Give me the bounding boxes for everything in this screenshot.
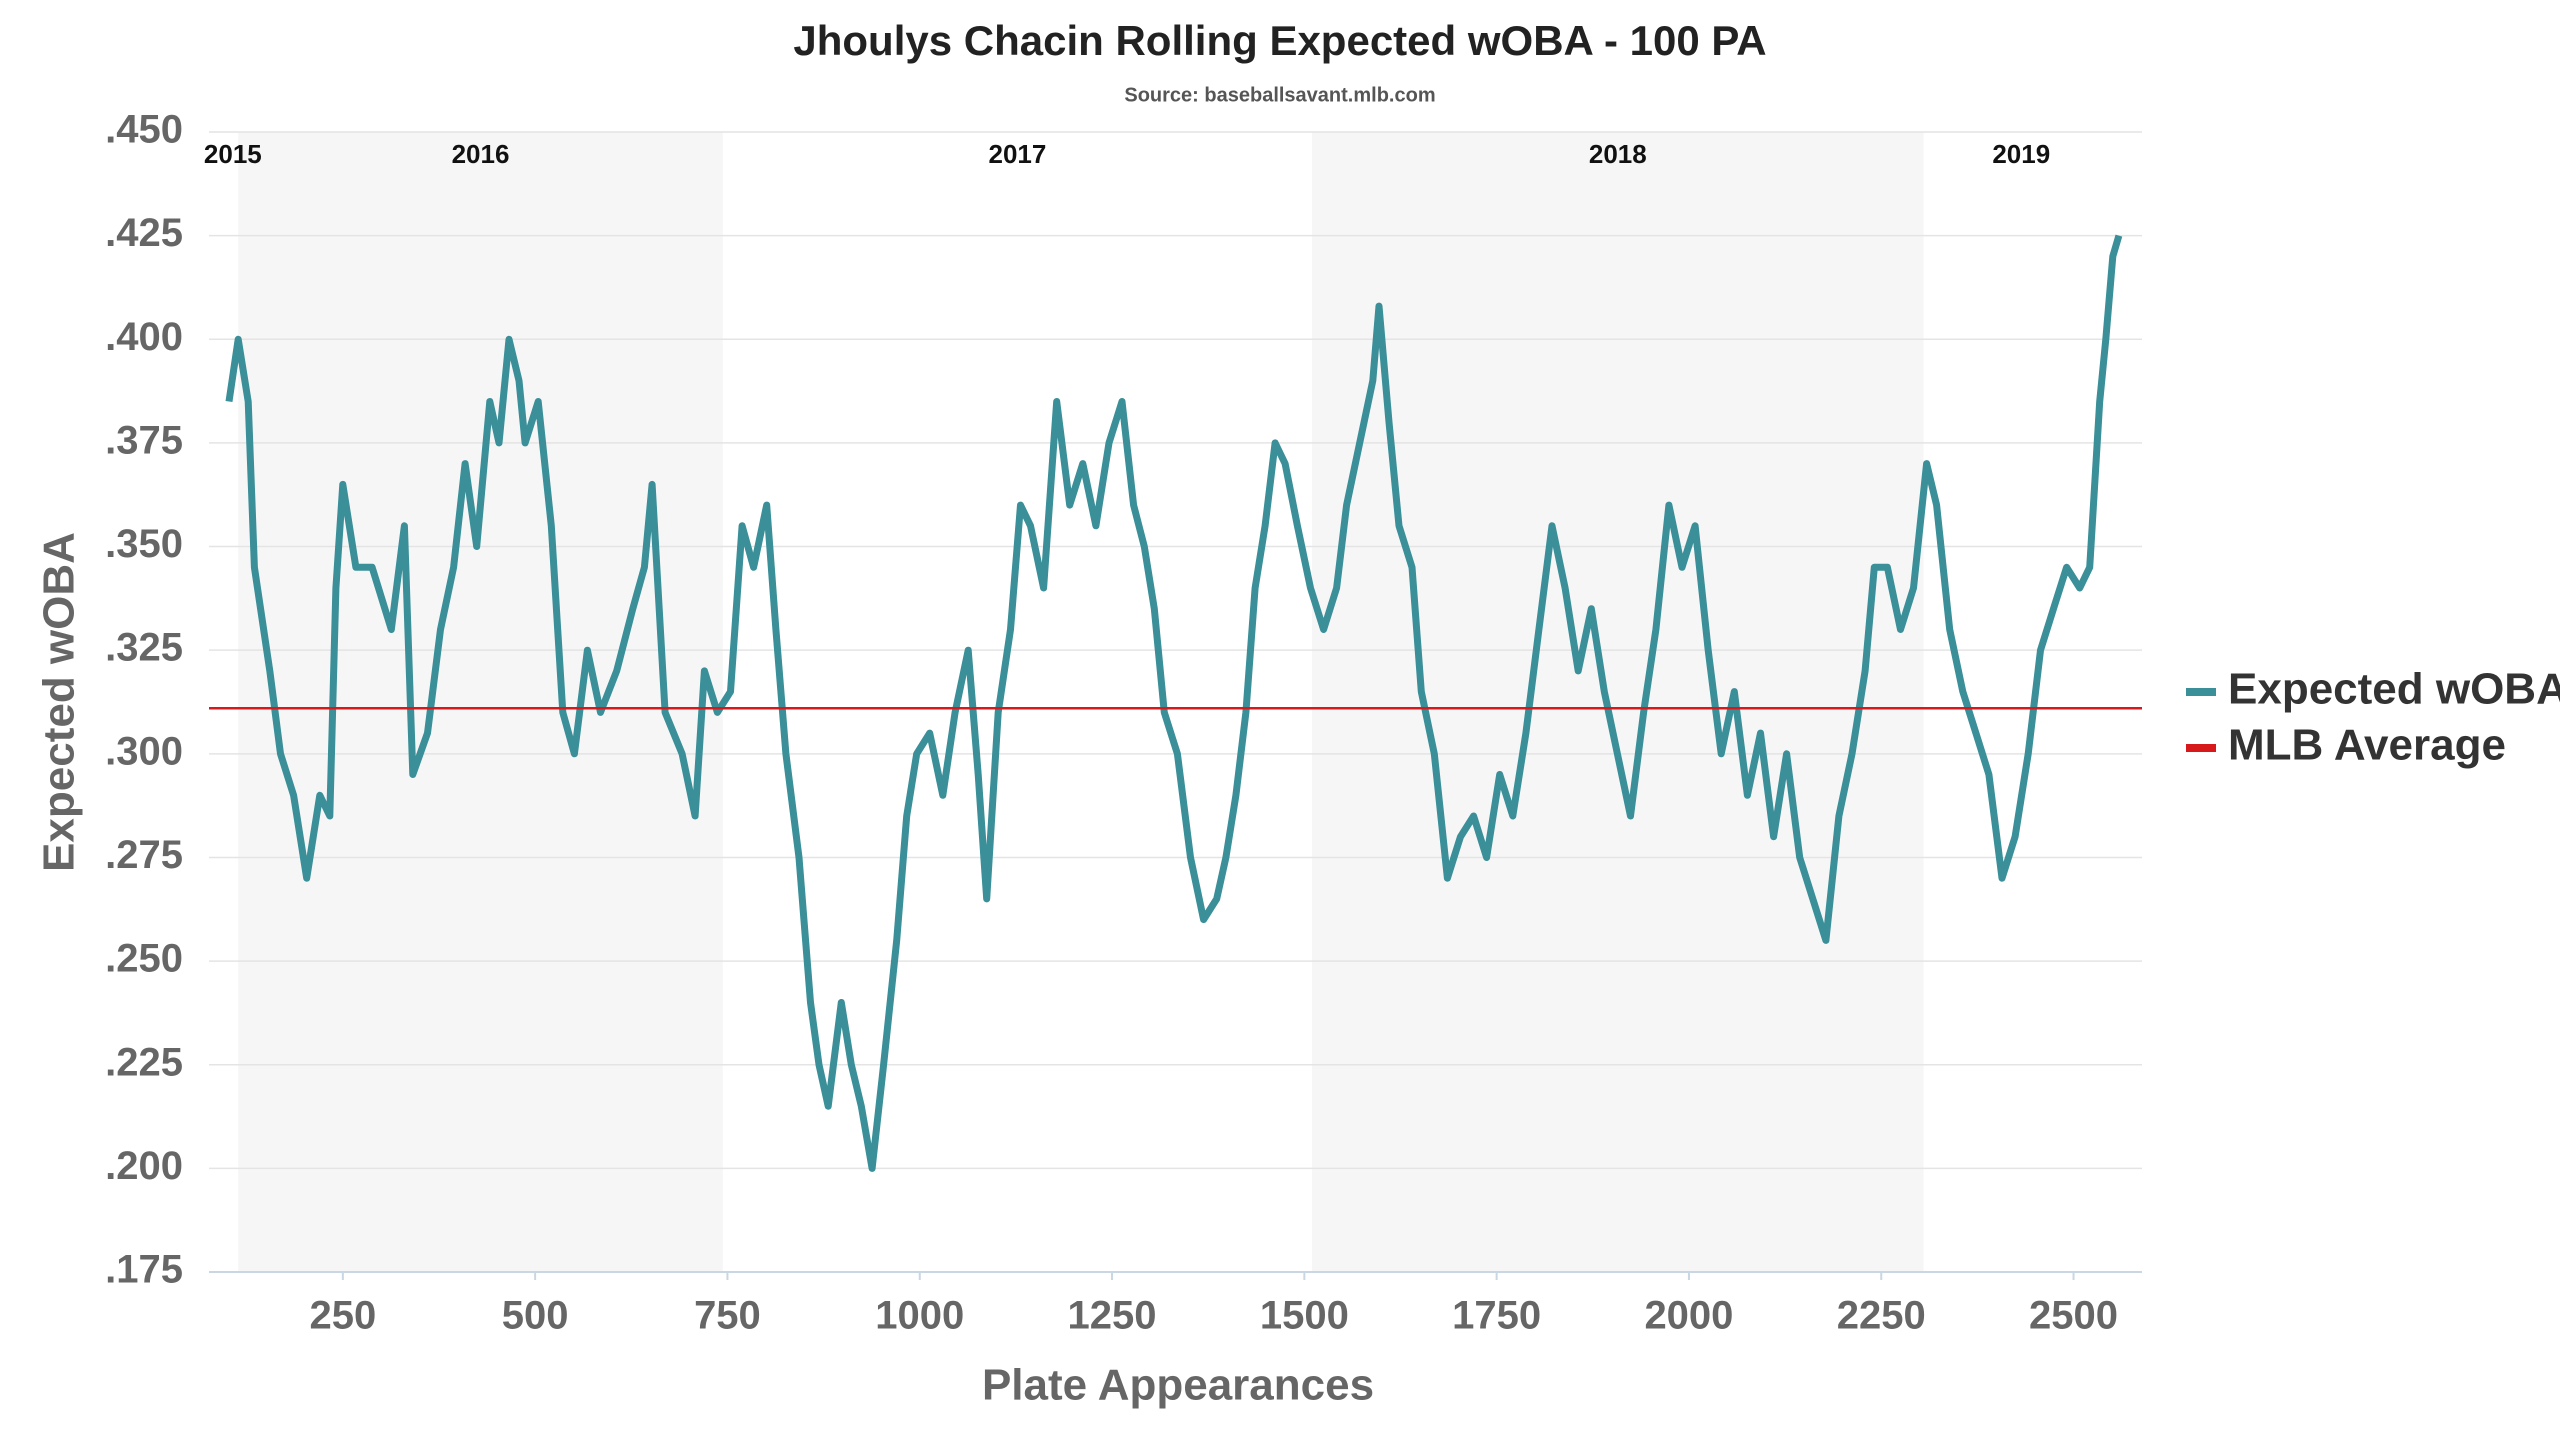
x-tick-label: 2500 bbox=[2029, 1294, 2118, 1338]
y-tick-label: .425 bbox=[105, 211, 183, 255]
y-axis-title: Expected wOBA bbox=[35, 532, 84, 872]
legend-label: Expected wOBA bbox=[2228, 665, 2560, 714]
y-tick-label: .450 bbox=[105, 108, 183, 152]
y-tick-label: .300 bbox=[105, 729, 183, 773]
x-tick-label: 1500 bbox=[1260, 1294, 1349, 1338]
plot bbox=[209, 234, 2142, 1172]
y-tick-label: .325 bbox=[105, 626, 183, 670]
x-axis-title: Plate Appearances bbox=[982, 1361, 1374, 1410]
season-label: 2016 bbox=[452, 139, 510, 169]
x-tick-label: 1000 bbox=[875, 1294, 964, 1338]
x-tick-label: 500 bbox=[502, 1294, 569, 1338]
season-label: 2017 bbox=[989, 139, 1047, 169]
grid bbox=[209, 131, 2142, 1280]
season-label: 2018 bbox=[1589, 139, 1647, 169]
x-tick-label: 250 bbox=[309, 1294, 376, 1338]
y-tick-label: .350 bbox=[105, 522, 183, 566]
chart-title: Jhoulys Chacin Rolling Expected wOBA - 1… bbox=[793, 17, 1766, 64]
x-tick-label: 2000 bbox=[1644, 1294, 1733, 1338]
x-tick-label: 2250 bbox=[1837, 1294, 1926, 1338]
legend-label: MLB Average bbox=[2228, 721, 2506, 770]
season-band bbox=[238, 132, 723, 1272]
y-tick-label: .200 bbox=[105, 1144, 183, 1188]
y-tick-label: .225 bbox=[105, 1040, 183, 1084]
season-label: 2015 bbox=[204, 139, 262, 169]
x-tick-label: 1250 bbox=[1068, 1294, 1157, 1338]
y-tick-label: .400 bbox=[105, 315, 183, 359]
y-tick-label: .250 bbox=[105, 937, 183, 981]
y-tick-label: .375 bbox=[105, 418, 183, 462]
season-label: 2019 bbox=[1992, 139, 2050, 169]
x-tick-label: 1750 bbox=[1452, 1294, 1541, 1338]
season-band bbox=[1312, 132, 1924, 1272]
y-tick-label: .275 bbox=[105, 833, 183, 877]
data-line bbox=[225, 234, 2123, 1172]
x-tick-label: 750 bbox=[694, 1294, 761, 1338]
season-bands bbox=[238, 132, 1924, 1272]
y-tick-label: .175 bbox=[105, 1248, 183, 1292]
chart-subtitle: Source: baseballsavant.mlb.com bbox=[1124, 84, 1435, 106]
